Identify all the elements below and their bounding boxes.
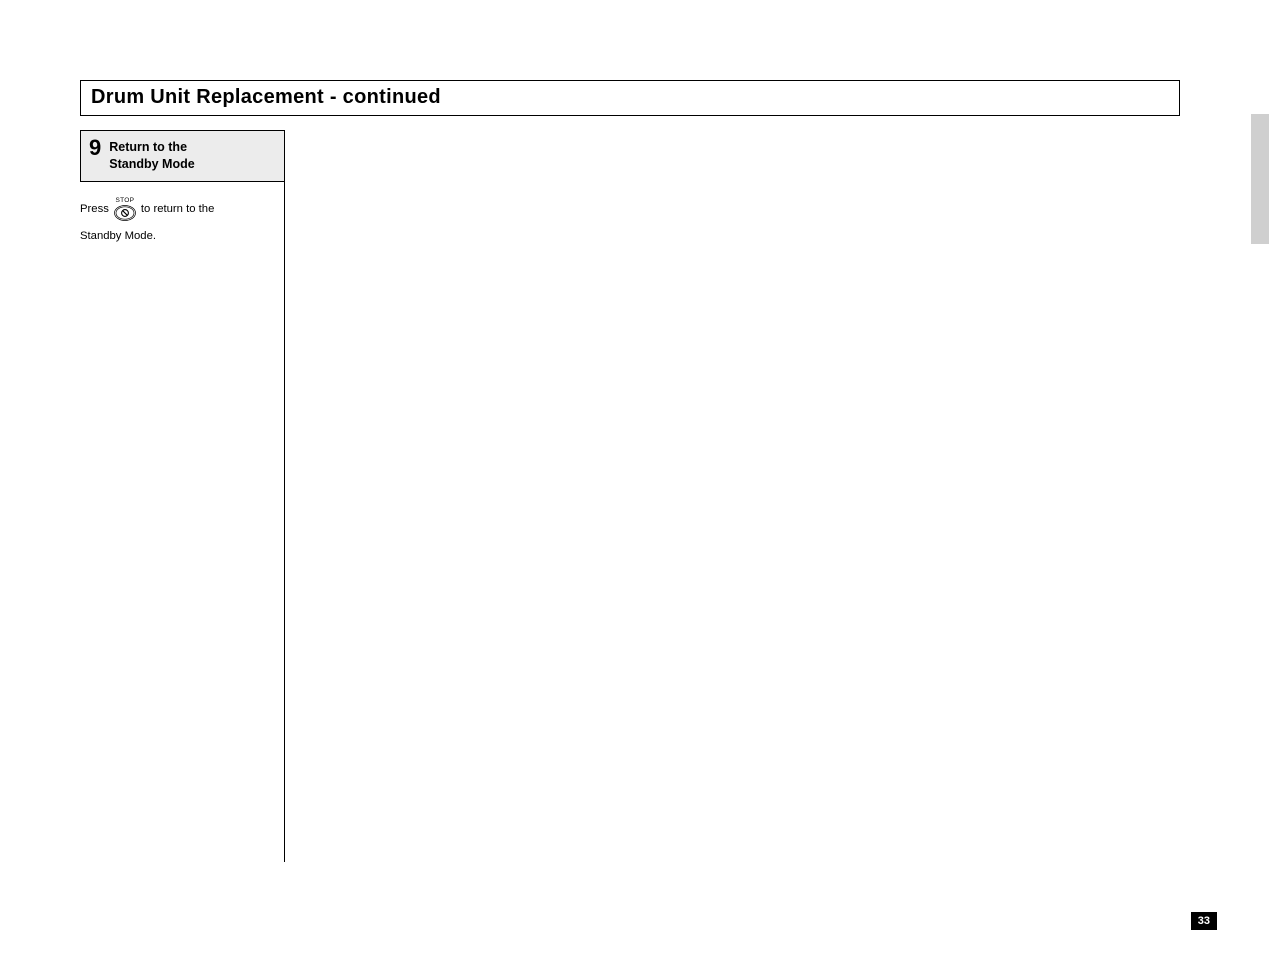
step-header-box: 9 Return to the Standby Mode	[80, 130, 285, 182]
page-content: Drum Unit Replacement - continued 9 Retu…	[80, 80, 1180, 862]
press-instruction-line: Press STOP to return to the	[80, 198, 276, 222]
section-title-box: Drum Unit Replacement - continued	[80, 80, 1180, 116]
side-tab	[1251, 114, 1269, 244]
step-label-line1: Return to the	[109, 140, 187, 154]
stop-button-icon	[114, 205, 136, 221]
body-column: Press STOP to return to the Standby Mode…	[80, 182, 285, 862]
stop-button-graphic: STOP	[114, 198, 136, 222]
page-number: 33	[1198, 915, 1210, 927]
page-number-badge: 33	[1191, 912, 1217, 930]
step-label-line2: Standby Mode	[109, 157, 194, 171]
press-text-after: to return to the	[141, 200, 214, 218]
stop-button-label: STOP	[116, 198, 135, 205]
standby-mode-line: Standby Mode.	[80, 227, 276, 245]
press-text-before: Press	[80, 200, 109, 218]
section-title: Drum Unit Replacement - continued	[91, 86, 1169, 109]
step-number: 9	[89, 137, 101, 159]
step-label: Return to the Standby Mode	[109, 137, 194, 173]
